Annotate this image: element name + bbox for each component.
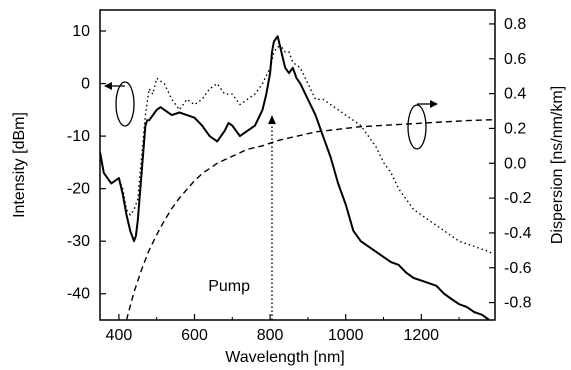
right-y-axis-title: Dispersion [ns/nm/km] bbox=[549, 86, 566, 244]
series-solid-line bbox=[100, 35, 490, 320]
x-axis-title: Wavelength [nm] bbox=[225, 349, 344, 366]
right-y-tick-label: -0.2 bbox=[504, 190, 532, 207]
right-y-tick-label: 0.6 bbox=[504, 51, 526, 68]
left-y-axis-ticks: 10 0 -10 -20 -30 -40 bbox=[67, 23, 106, 303]
right-y-tick-label: -0.8 bbox=[504, 295, 532, 312]
right-y-axis-ticks: 0.8 0.6 0.4 0.2 0.0 -0.2 -0.4 -0.6 -0.8 bbox=[489, 16, 532, 312]
pump-label: Pump bbox=[208, 278, 250, 295]
annotation-group: Pump bbox=[104, 81, 438, 320]
left-y-tick-label: 10 bbox=[72, 23, 90, 40]
x-axis-ticks: 400 600 800 1000 1200 bbox=[106, 314, 460, 344]
left-axis-indicator-ellipse bbox=[115, 81, 135, 127]
right-axis-indicator-arrowhead bbox=[430, 100, 438, 108]
x-tick-label: 800 bbox=[257, 327, 284, 344]
right-y-tick-label: 0.2 bbox=[504, 120, 526, 137]
x-tick-label: 1200 bbox=[403, 327, 439, 344]
left-y-tick-label: -40 bbox=[67, 286, 90, 303]
series-group bbox=[100, 35, 494, 320]
x-tick-label: 600 bbox=[181, 327, 208, 344]
x-tick-label: 400 bbox=[106, 327, 133, 344]
left-y-tick-label: 0 bbox=[81, 76, 90, 93]
left-y-tick-label: -10 bbox=[67, 128, 90, 145]
right-axis-indicator-ellipse bbox=[407, 104, 427, 150]
left-axis-indicator-arrowhead bbox=[104, 82, 112, 90]
right-y-tick-label: -0.4 bbox=[504, 225, 532, 242]
left-y-tick-label: -30 bbox=[67, 233, 90, 250]
left-y-axis-title: Intensity [dBm] bbox=[11, 112, 28, 218]
x-tick-label: 1000 bbox=[328, 327, 364, 344]
right-y-tick-label: -0.6 bbox=[504, 260, 532, 277]
right-y-tick-label: 0.4 bbox=[504, 86, 526, 103]
series-dotted-line bbox=[100, 46, 494, 255]
right-y-tick-label: 0.0 bbox=[504, 155, 526, 172]
series-dashed-line bbox=[125, 119, 494, 320]
pump-arrowhead bbox=[267, 115, 276, 125]
right-y-tick-label: 0.8 bbox=[504, 16, 526, 33]
plot-frame bbox=[99, 9, 496, 321]
left-y-tick-label: -20 bbox=[67, 181, 90, 198]
